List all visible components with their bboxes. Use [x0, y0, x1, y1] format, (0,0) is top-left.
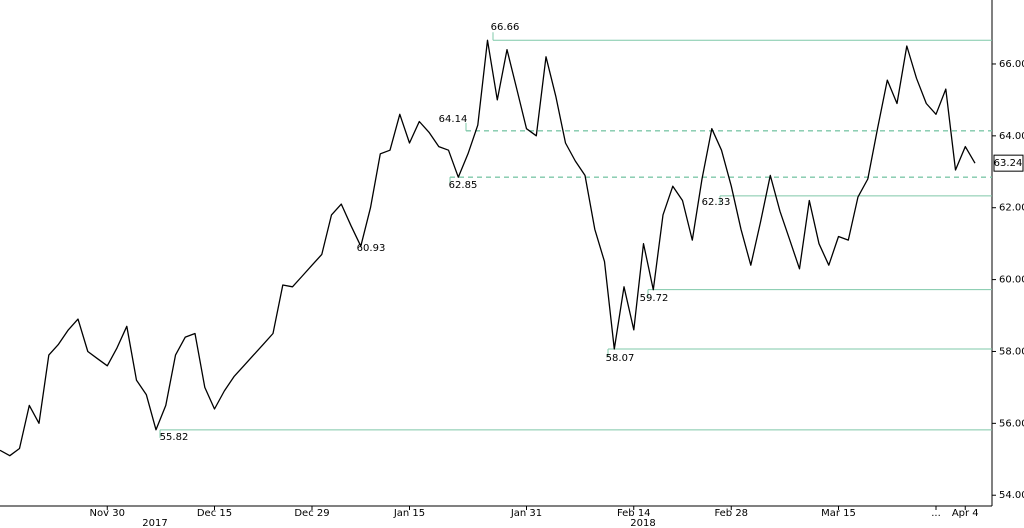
x-tick-label: Mar 15 — [821, 508, 856, 519]
level-label: 62.85 — [449, 180, 478, 191]
y-tick-label: 66.00 — [999, 59, 1024, 70]
x-tick-label: Nov 30 — [90, 508, 125, 519]
level-label: 59.72 — [640, 293, 669, 304]
x-tick-label: Feb 14 — [617, 508, 651, 519]
level-label: 64.14 — [439, 114, 468, 125]
x-tick-label: ... — [931, 508, 941, 519]
x-tick-label: Dec 15 — [197, 508, 232, 519]
x-tick-label: Jan 15 — [393, 508, 425, 519]
x-group-label: 2017 — [142, 518, 167, 528]
level-label: 66.66 — [491, 22, 520, 33]
y-tick-label: 64.00 — [999, 131, 1024, 142]
level-label: 62.33 — [702, 197, 731, 208]
x-tick-label: Jan 31 — [510, 508, 542, 519]
level-label: 58.07 — [606, 353, 635, 364]
x-tick-label: Feb 28 — [714, 508, 748, 519]
x-tick-label: Dec 29 — [294, 508, 329, 519]
y-tick-label: 58.00 — [999, 346, 1024, 357]
last-value-box — [993, 154, 1024, 172]
y-tick-label: 54.00 — [999, 490, 1024, 501]
y-tick-label: 60.00 — [999, 275, 1024, 286]
price-line — [0, 39, 976, 457]
level-label: 60.93 — [357, 243, 386, 254]
y-tick-label: 62.00 — [999, 203, 1024, 214]
x-group-label: 2018 — [630, 518, 655, 528]
x-tick-label: Apr 4 — [952, 508, 979, 519]
last-value-label: 63.24 — [994, 158, 1023, 169]
level-label: 55.82 — [160, 432, 189, 443]
y-tick-label: 56.00 — [999, 418, 1024, 429]
